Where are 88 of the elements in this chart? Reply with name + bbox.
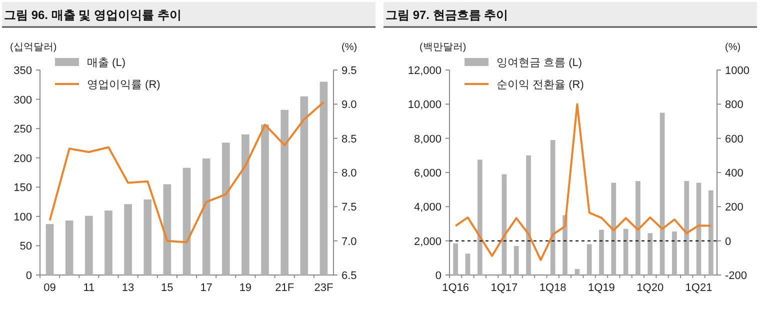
x-tick-label: 15 [161, 282, 174, 294]
bar [672, 231, 677, 275]
bar [300, 96, 308, 275]
y2-tick-label: 800 [725, 99, 744, 112]
bar [124, 204, 132, 275]
x-tick-label: 1Q19 [588, 282, 615, 294]
bar [526, 155, 531, 275]
bar [696, 182, 702, 275]
bar [477, 160, 482, 275]
x-tick-label: 1Q18 [539, 282, 566, 294]
x-tick-label: 11 [83, 282, 95, 294]
x-tick-label: 1Q16 [442, 282, 470, 294]
y2-tick-label: 0 [725, 236, 732, 248]
legend-label: 매출 (L) [87, 57, 126, 69]
bar [574, 269, 580, 275]
bar [182, 168, 191, 275]
bar [202, 158, 210, 275]
bar [708, 190, 714, 275]
bar [261, 124, 269, 275]
line-series [454, 103, 712, 261]
line-series [48, 101, 325, 244]
bar [65, 220, 74, 275]
y-tick-label: 0 [435, 270, 442, 282]
y-tick-label: 0 [26, 270, 32, 282]
y-tick-label: 10,000 [408, 99, 442, 112]
x-tick-label: 1Q17 [490, 282, 518, 294]
bar [280, 110, 288, 275]
y-axis-title: (십억달러) [10, 42, 57, 53]
legend-label: 순이익 전환율 (R) [496, 79, 584, 91]
bar [242, 134, 250, 275]
y-tick-label: 150 [14, 182, 32, 194]
bar [660, 112, 665, 275]
chart-title: 그림 96. 매출 및 영업이익률 추이 [4, 8, 182, 22]
y2-tick-label: -200 [725, 270, 748, 282]
bar [465, 254, 470, 275]
y2-tick-label: 600 [725, 133, 744, 146]
legend-label: 영업이익률 (R) [87, 79, 160, 91]
y2-tick-label: 8.5 [342, 133, 357, 146]
x-tick-label: 21F [275, 282, 294, 294]
y2-tick-label: 400 [725, 168, 744, 180]
y-axis-title: (백만달러) [420, 42, 466, 53]
bar [104, 210, 112, 275]
y2-axis-title: (%) [342, 42, 358, 53]
x-tick-label: 19 [239, 282, 252, 294]
y2-tick-label: 8.0 [342, 168, 357, 180]
bar [453, 243, 458, 275]
bar [648, 233, 653, 275]
x-tick-label: 09 [44, 282, 56, 294]
bar [623, 228, 628, 275]
bar [636, 181, 640, 275]
y-tick-label: 12,000 [408, 65, 442, 77]
x-tick-label: 23F [314, 282, 334, 294]
y-tick-label: 250 [14, 124, 32, 136]
y2-tick-label: 200 [725, 202, 744, 214]
y2-tick-label: 7.5 [342, 202, 357, 214]
bar [320, 82, 328, 275]
y2-tick-label: 6.5 [342, 270, 357, 282]
y-tick-label: 8,000 [414, 133, 442, 146]
x-tick-label: 1Q21 [685, 282, 712, 294]
y-tick-label: 6,000 [414, 168, 442, 180]
y-tick-label: 50 [20, 240, 32, 253]
bar [599, 230, 604, 275]
x-tick-label: 17 [200, 282, 212, 294]
bar [684, 181, 690, 275]
x-tick-label: 13 [122, 282, 134, 294]
x-tick-label: 1Q20 [636, 282, 664, 294]
y-tick-label: 100 [14, 211, 32, 224]
bar [85, 216, 93, 275]
bar [222, 142, 230, 275]
bar [144, 199, 152, 275]
bar [586, 244, 592, 275]
y-tick-label: 2,000 [414, 236, 442, 248]
y2-tick-label: 9.0 [342, 99, 357, 112]
legend-label: 잉여현금 흐름 (L) [496, 57, 582, 69]
y-tick-label: 4,000 [414, 202, 442, 214]
y2-tick-label: 9.5 [342, 65, 357, 77]
y2-tick-label: 7.0 [342, 236, 357, 248]
bar [46, 224, 54, 275]
y-tick-label: 300 [14, 94, 32, 106]
y-tick-label: 200 [14, 152, 32, 165]
bar [611, 182, 616, 275]
y-tick-label: 350 [14, 65, 32, 77]
bar [514, 246, 519, 275]
bar [550, 140, 556, 275]
bar [163, 184, 172, 275]
chart-title: 그림 97. 현금흐름 추이 [386, 8, 508, 22]
y2-tick-label: 1000 [725, 65, 750, 77]
y2-axis-title: (%) [725, 42, 741, 53]
